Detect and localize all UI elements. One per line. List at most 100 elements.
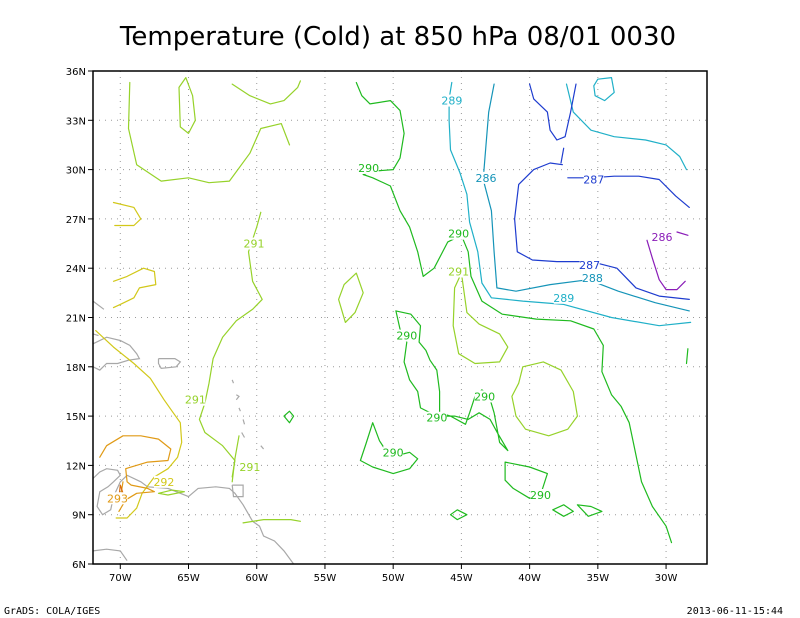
- contour-label-bg: [448, 227, 469, 240]
- contour-label: 286: [475, 172, 496, 185]
- contour-label: 286: [651, 231, 672, 244]
- contour-label: 290: [426, 412, 447, 425]
- contour-label-bg: [153, 475, 174, 488]
- x-tick-label: 70W: [109, 573, 132, 584]
- contour-label: 290: [383, 446, 404, 459]
- contour-label-bg: [651, 230, 672, 243]
- contour-line-290: [576, 504, 603, 517]
- contour-label-bg: [426, 411, 447, 424]
- x-tick-label: 65W: [177, 573, 200, 584]
- contour-label-bg: [239, 461, 260, 474]
- coastline: [238, 407, 241, 412]
- contour-label: 293: [107, 492, 128, 505]
- contour-label: 288: [582, 272, 603, 285]
- x-tick-label: 40W: [518, 573, 541, 584]
- contour-label-bg: [530, 488, 551, 501]
- y-tick-label: 36N: [66, 67, 86, 78]
- y-tick-label: 15N: [66, 412, 86, 423]
- contour-label-bg: [396, 329, 417, 342]
- y-tick-label: 30N: [66, 166, 86, 177]
- contour-label: 289: [441, 95, 462, 108]
- contour-label-bg: [474, 390, 495, 403]
- y-axis: 6N 9N 12N 15N 18N 21N 24N 27N 30N 33N 36N: [66, 67, 93, 571]
- coastline: [157, 358, 182, 370]
- contour-line-286: [676, 231, 689, 236]
- contour-line-290: [283, 410, 295, 424]
- x-tick-label: 55W: [314, 573, 337, 584]
- contour-line-292: [95, 330, 183, 519]
- y-tick-label: 27N: [66, 215, 86, 226]
- contour-label-bg: [383, 446, 404, 459]
- contour-line-290: [449, 509, 468, 521]
- x-tick-label: 35W: [587, 573, 610, 584]
- y-tick-label: 6N: [72, 560, 86, 571]
- contour-line-291: [198, 211, 263, 478]
- contour-label-bg: [441, 94, 462, 107]
- coastline: [235, 394, 240, 401]
- coastline: [92, 333, 99, 337]
- y-tick-label: 18N: [66, 363, 86, 374]
- contour-line-291: [242, 518, 301, 524]
- coastline: [241, 432, 246, 438]
- contour-label-bg: [358, 161, 379, 174]
- contour-line-291: [338, 272, 364, 323]
- x-tick-label: 50W: [382, 573, 405, 584]
- y-tick-label: 24N: [66, 264, 86, 275]
- contour-line-290: [685, 348, 689, 365]
- contour-line-291: [157, 489, 185, 496]
- contour-label: 290: [396, 330, 417, 343]
- contour-line-290: [552, 504, 574, 517]
- chart-title: Temperature (Cold) at 850 hPa 08/01 0030: [119, 22, 676, 52]
- contour-line-288: [482, 83, 690, 312]
- footer-left: GrADS: COLA/IGES: [4, 606, 100, 617]
- contour-label: 291: [239, 461, 260, 474]
- contour-line-289: [593, 76, 615, 102]
- contour-line-292: [112, 201, 142, 227]
- contour-label: 287: [579, 259, 600, 272]
- coastline: [92, 300, 105, 310]
- contour-line-292: [112, 267, 157, 309]
- contour-label: 290: [358, 162, 379, 175]
- contour-label-bg: [579, 258, 600, 271]
- coastline: [231, 484, 244, 498]
- coastline: [92, 336, 141, 371]
- contour-line-291: [178, 76, 196, 134]
- contour-label-bg: [244, 237, 265, 250]
- contour-line-287: [513, 162, 690, 300]
- contour-lines: [95, 76, 692, 544]
- contour-line-291: [127, 81, 291, 184]
- contour-line-289: [448, 81, 692, 327]
- contour-label: 287: [583, 173, 604, 186]
- contour-line-287: [528, 83, 577, 141]
- contour-line-290: [395, 310, 509, 452]
- x-tick-label: 30W: [655, 573, 678, 584]
- contour-label: 291: [185, 394, 206, 407]
- y-tick-label: 33N: [66, 116, 86, 127]
- contour-line-291: [511, 361, 579, 437]
- x-tick-label: 60W: [245, 573, 268, 584]
- x-axis: 70W 65W 60W 55W 50W 45W 40W 35W 30W: [109, 564, 678, 584]
- footer-right: 2013-06-11-15:44: [687, 606, 783, 617]
- contour-label: 290: [448, 228, 469, 241]
- contour-label: 291: [448, 265, 469, 278]
- contour-label: 290: [474, 390, 495, 403]
- contour-label: 290: [530, 489, 551, 502]
- y-tick-label: 9N: [72, 511, 86, 522]
- contour-line-293: [99, 435, 172, 512]
- contour-line-286: [646, 239, 686, 291]
- contour-label-bg: [553, 291, 574, 304]
- contour-line-291: [231, 80, 301, 105]
- contour-label: 292: [153, 476, 174, 489]
- contour-label-bg: [475, 171, 496, 184]
- coastline: [242, 419, 246, 425]
- coastline: [260, 445, 265, 450]
- contour-label-bg: [185, 393, 206, 406]
- coastline: [92, 468, 295, 565]
- coastline: [231, 379, 235, 384]
- contour-label-bg: [582, 272, 603, 285]
- contour-label-bg: [448, 265, 469, 278]
- coastlines: [92, 300, 295, 565]
